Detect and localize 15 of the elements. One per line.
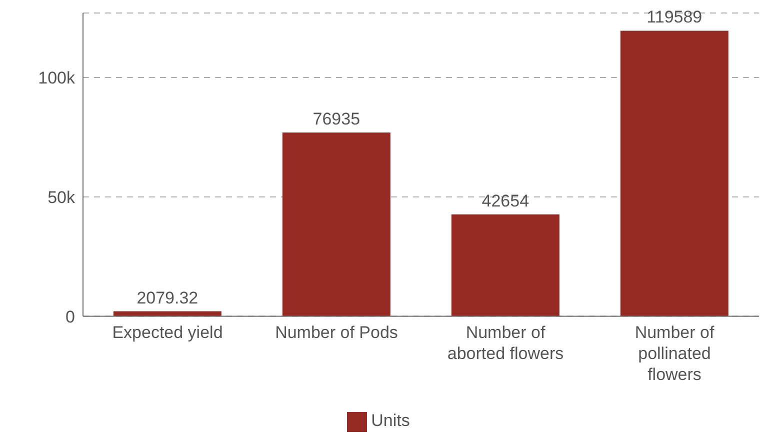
bar [620,30,728,316]
data-label: 76935 [312,110,360,129]
x-tick-label: Number of pollinated flowers [634,323,714,384]
y-tick-label: 50k [48,188,76,207]
data-label: 2079.32 [136,288,198,308]
legend-label: Units [371,411,410,430]
x-tick-label: Expected yield [112,323,223,342]
data-label: 119589 [646,8,702,27]
bar [451,214,560,316]
x-tick-label: Number of Pods [275,323,398,342]
x-tick-label: Number of aborted flowers [447,323,564,364]
y-tick-label: 100k [38,68,76,88]
bar [282,132,390,316]
data-label: 42654 [482,191,530,210]
y-tick-label: 0 [66,307,75,326]
